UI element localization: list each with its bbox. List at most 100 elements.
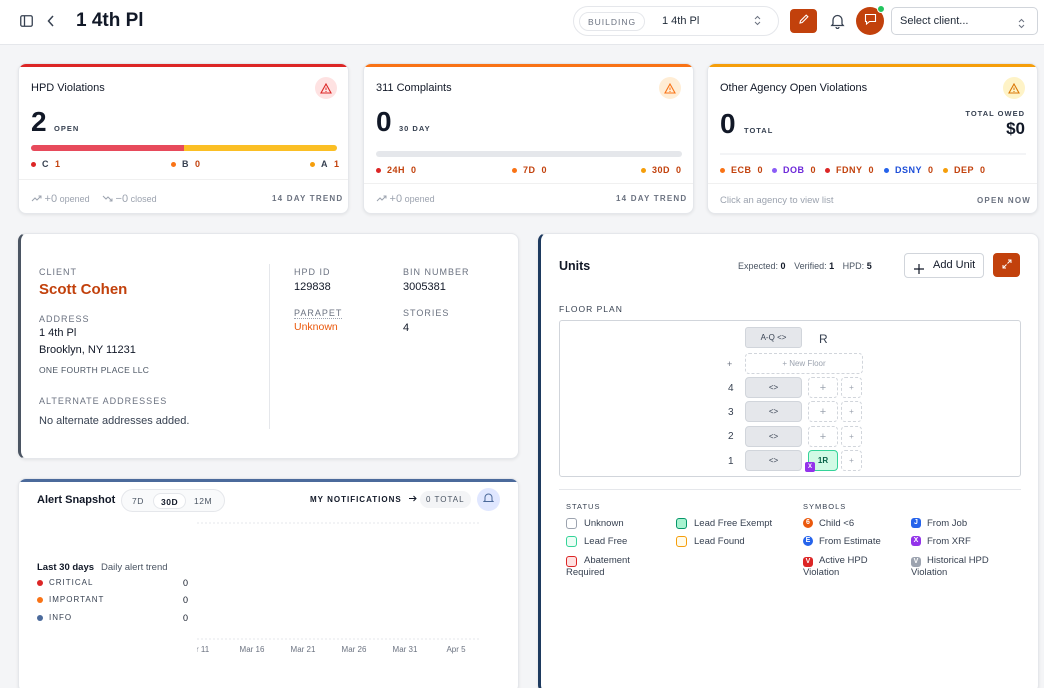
hpd-id-value: 129838 <box>294 281 331 293</box>
floor-4-expand[interactable]: <> <box>745 377 802 398</box>
building-info-card: CLIENT Scott Cohen ADDRESS 1 4th Pl Broo… <box>18 233 519 459</box>
symbol-from-estimate: E From Estimate <box>803 536 881 548</box>
top-header: 1 4th Pl BUILDING 1 4th Pl Select client… <box>0 0 1044 45</box>
status-lead-free-exempt: Lead Free Exempt <box>676 518 772 530</box>
client-label: CLIENT <box>39 267 78 277</box>
range-toggle: 7D 30D 12M <box>121 489 225 512</box>
bell-settings-button[interactable] <box>477 488 500 511</box>
floor-plan-label: FLOOR PLAN <box>559 304 623 314</box>
x-tick-label: Mar 21 <box>291 645 316 654</box>
status-legend-label: STATUS <box>566 502 601 511</box>
arrow-right-icon <box>408 495 417 504</box>
building-selector[interactable]: BUILDING 1 4th Pl <box>573 6 779 36</box>
floor-number-4: 4 <box>728 383 734 394</box>
alt-address-label: ALTERNATE ADDRESSES <box>39 396 168 406</box>
floor-number-1: 1 <box>728 456 734 467</box>
add-unit-button[interactable]: Add Unit <box>904 253 984 278</box>
roof-label: R <box>819 332 828 346</box>
bell-icon[interactable] <box>828 12 846 30</box>
agency-dsny[interactable]: DSNY 0 <box>884 165 934 175</box>
stories-label: STORIES <box>403 308 450 318</box>
agency-fdny[interactable]: FDNY 0 <box>825 165 874 175</box>
x-tick-label: Mar 31 <box>393 645 418 654</box>
card-title: 311 Complaints <box>376 82 452 94</box>
pencil-icon <box>798 12 810 30</box>
client-name[interactable]: Scott Cohen <box>39 281 128 298</box>
floor-plan: A-Q <> R + + New Floor 4 <> + + 3 <> + +… <box>559 320 1021 477</box>
level-info: INFO 0 <box>37 613 189 623</box>
new-floor-button[interactable]: + New Floor <box>745 353 863 374</box>
owner-name: ONE FOURTH PLACE LLC <box>39 365 150 375</box>
open-count: 2 <box>31 106 47 137</box>
24h-count[interactable]: 24H 0 <box>376 165 417 175</box>
other-agency-card[interactable]: Other Agency Open Violations 0 TOTAL TOT… <box>707 63 1038 214</box>
agency-dep[interactable]: DEP 0 <box>943 165 986 175</box>
warning-icon <box>659 77 681 99</box>
trend-up-icon <box>31 194 42 204</box>
floor-4-add-col[interactable]: + <box>841 377 862 398</box>
client-select-placeholder: Select client... <box>900 15 969 27</box>
closed-trend: −0 closed <box>102 193 157 205</box>
trend-up-icon <box>376 194 387 204</box>
status-lead-free: Lead Free <box>566 536 627 548</box>
floor-3-add-unit[interactable]: + <box>808 401 838 422</box>
7d-count[interactable]: 7D 0 <box>512 165 547 175</box>
card-title: Other Agency Open Violations <box>720 82 868 94</box>
status-abatement-required: Abatement Required <box>566 555 630 578</box>
floor-3-expand[interactable]: <> <box>745 401 802 422</box>
bell-icon <box>482 491 495 509</box>
back-chevron-icon[interactable] <box>45 14 57 28</box>
range-30d[interactable]: 30D <box>153 493 187 509</box>
updown-chevron-icon <box>754 15 761 28</box>
open-count-label: OPEN <box>54 124 80 133</box>
address-line2: Brooklyn, NY 11231 <box>39 344 136 356</box>
unit-1r[interactable]: 1R <box>808 450 838 471</box>
floor-2-add-col[interactable]: + <box>841 426 862 447</box>
range-12m[interactable]: 12M <box>194 496 213 506</box>
expand-icon <box>1002 256 1012 274</box>
units-counts: Expected: 0 Verified: 1 HPD: 5 <box>738 261 872 271</box>
floor-1-expand[interactable]: <> <box>745 450 802 471</box>
floor-2-expand[interactable]: <> <box>745 426 802 447</box>
address-line1: 1 4th Pl <box>39 327 77 339</box>
status-unknown: Unknown <box>566 518 624 530</box>
complaint-count-label: 30 DAY <box>399 124 431 133</box>
stories-value: 4 <box>403 322 410 334</box>
my-notifications-link[interactable]: MY NOTIFICATIONS <box>310 495 417 504</box>
period-sub: Daily alert trend <box>101 562 168 573</box>
floor-1-add-col[interactable]: + <box>841 450 862 471</box>
sidebar-toggle-icon[interactable] <box>19 14 33 28</box>
add-unit-label: Add Unit <box>933 259 976 271</box>
alt-address-value: No alternate addresses added. <box>39 415 190 427</box>
roof-expand-button[interactable]: A-Q <> <box>745 327 802 348</box>
agency-count-label: TOTAL <box>744 126 774 135</box>
range-7d[interactable]: 7D <box>132 496 144 506</box>
chat-icon <box>864 12 877 30</box>
parapet-value[interactable]: Unknown <box>294 321 338 333</box>
open-now-link[interactable]: OPEN NOW <box>977 196 1032 205</box>
expand-button[interactable] <box>993 253 1020 277</box>
agency-dob[interactable]: DOB 0 <box>772 165 816 175</box>
level-important: IMPORTANT 0 <box>37 595 189 605</box>
floor-4-add-unit[interactable]: + <box>808 377 838 398</box>
agency-hint: Click an agency to view list <box>720 195 834 206</box>
plus-icon <box>914 260 924 283</box>
floor-number-3: 3 <box>728 407 734 418</box>
agency-ecb[interactable]: ECB 0 <box>720 165 763 175</box>
edit-button[interactable] <box>790 9 817 33</box>
client-select[interactable]: Select client... <box>891 7 1038 35</box>
level-critical: CRITICAL 0 <box>37 578 189 588</box>
complaints-card[interactable]: 311 Complaints 0 30 DAY 24H 0 7D 0 30D 0 +0… <box>363 63 694 214</box>
trend-label: 14 DAY TREND <box>616 194 688 203</box>
xrf-badge: X <box>805 462 815 472</box>
30d-count[interactable]: 30D 0 <box>641 165 682 175</box>
online-status-dot <box>877 5 885 13</box>
floor-3-add-col[interactable]: + <box>841 401 862 422</box>
floor-2-add-unit[interactable]: + <box>808 426 838 447</box>
building-value: 1 4th Pl <box>662 15 700 27</box>
complaint-count: 0 <box>376 106 392 137</box>
